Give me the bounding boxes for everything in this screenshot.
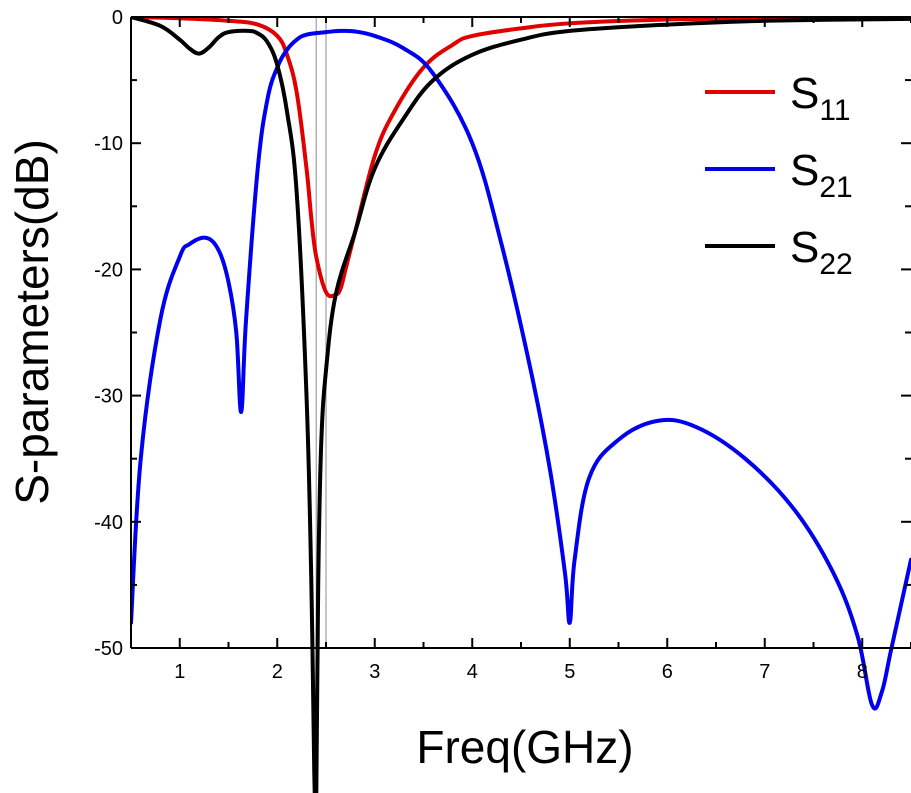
- x-tick-label: 1: [174, 661, 185, 683]
- tick-marks: [130, 16, 911, 649]
- y-axis-title: S-parameters(dB): [6, 139, 58, 505]
- y-tick-label: -30: [94, 386, 123, 408]
- x-tick-label: 3: [369, 661, 380, 683]
- legend-label-s11: S11: [790, 69, 851, 127]
- x-axis-title: Freq(GHz): [416, 721, 633, 773]
- x-tick-label: 5: [564, 661, 575, 683]
- legend-label-s21: S21: [790, 146, 853, 204]
- y-tick-label: -20: [94, 259, 123, 281]
- y-tick-label: 0: [112, 7, 123, 29]
- x-tick-label: 2: [272, 661, 283, 683]
- legend: S11 S21 S22: [705, 69, 853, 281]
- x-tick-label: 6: [662, 661, 673, 683]
- series-line-s11: [131, 17, 911, 299]
- y-tick-label: -10: [94, 133, 123, 155]
- reference-lines: [315, 17, 327, 648]
- y-tick-label: -50: [94, 638, 123, 660]
- tick-labels: 1 2 3 4 5 6 7 8 0 -10 -20 -30 -40 -50: [94, 7, 868, 683]
- legend-label-s22: S22: [790, 223, 853, 281]
- x-tick-label: 8: [857, 661, 868, 683]
- series-layer: [131, 17, 911, 793]
- series-line-s22: [131, 17, 911, 793]
- x-tick-label: 4: [467, 661, 478, 683]
- series-line-s21: [131, 28, 911, 711]
- x-tick-label: 7: [759, 661, 770, 683]
- y-tick-label: -40: [94, 512, 123, 534]
